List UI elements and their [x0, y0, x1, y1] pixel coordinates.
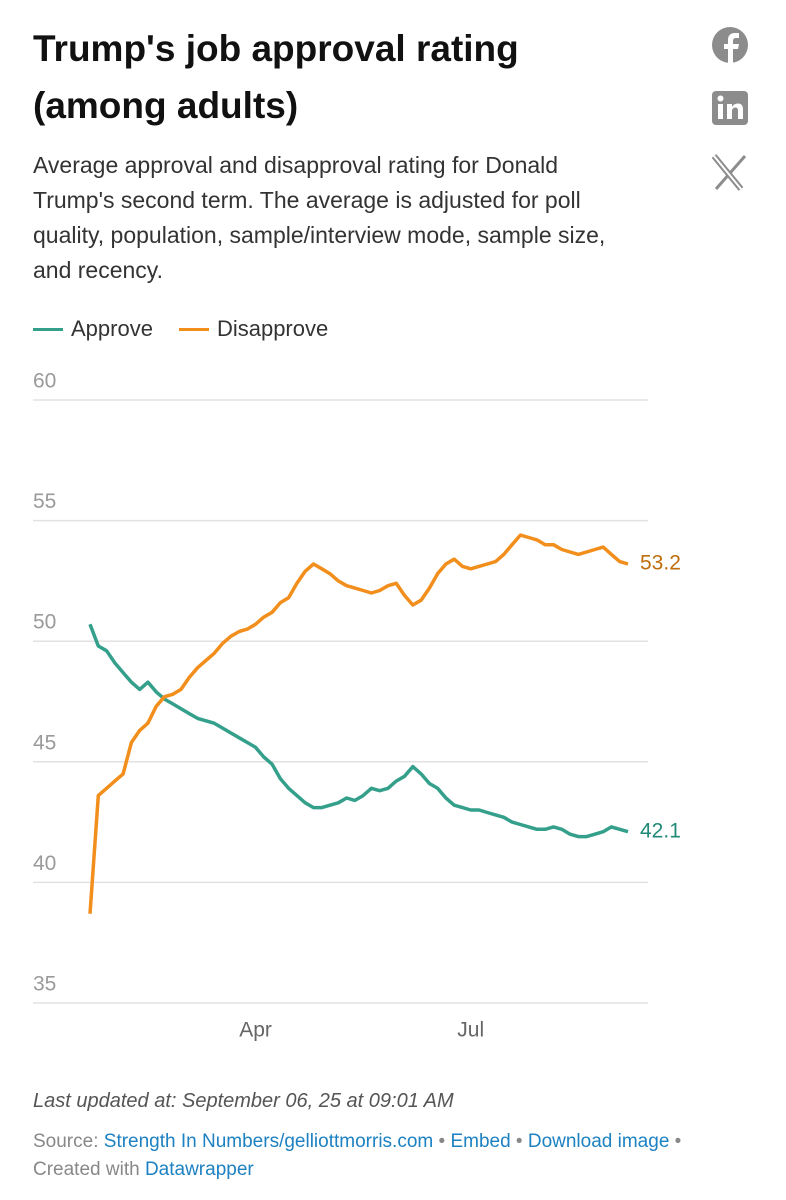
y-tick-label: 50	[33, 611, 56, 634]
series-line	[88, 533, 629, 914]
download-link[interactable]: Download image	[527, 1131, 670, 1152]
share-icons	[711, 27, 748, 191]
y-tick-label: 40	[33, 852, 56, 875]
y-tick-label: 55	[33, 490, 56, 513]
separator: •	[515, 1131, 523, 1152]
end-label: 53.2	[640, 552, 681, 575]
x-icon[interactable]	[711, 154, 747, 191]
linkedin-glyph	[727, 103, 743, 119]
facebook-glyph	[724, 33, 739, 63]
legend-swatch	[33, 327, 63, 331]
embed-link[interactable]: Embed	[450, 1131, 511, 1152]
created-with: Created with	[33, 1159, 140, 1180]
series-line	[88, 623, 629, 839]
y-tick-label: 45	[33, 731, 56, 754]
chart-subtitle: Average approval and disapproval rating …	[33, 152, 606, 283]
legend: Approve Disapprove	[33, 316, 354, 342]
legend-item: Disapprove	[178, 316, 329, 342]
linkedin-glyph	[717, 95, 724, 102]
legend-swatch	[178, 327, 209, 331]
chart-title: Trump's job approval rating (among adult…	[33, 28, 519, 126]
separator: •	[674, 1131, 682, 1152]
linkedin-glyph	[718, 104, 723, 119]
updated-note: Last updated at: September 06, 25 at 09:…	[33, 1090, 454, 1112]
source-note: Source: Strength In Numbers/gelliottmorr…	[33, 1128, 733, 1184]
y-tick-label: 60	[33, 370, 56, 393]
legend-label: Disapprove	[216, 316, 329, 341]
source-label: Source:	[33, 1131, 99, 1152]
end-label: 42.1	[640, 819, 681, 842]
y-tick-label: 35	[33, 973, 56, 996]
separator: •	[438, 1131, 446, 1152]
datawrapper-link[interactable]: Datawrapper	[144, 1159, 254, 1180]
x-tick-label: Jul	[457, 1019, 484, 1042]
x-glyph	[713, 155, 742, 190]
source-link[interactable]: Strength In Numbers/gelliottmorris.com	[103, 1131, 434, 1152]
x-glyph	[714, 155, 747, 190]
x-tick-label: Apr	[239, 1019, 272, 1042]
legend-item: Approve	[33, 316, 153, 342]
legend-label: Approve	[71, 316, 153, 341]
